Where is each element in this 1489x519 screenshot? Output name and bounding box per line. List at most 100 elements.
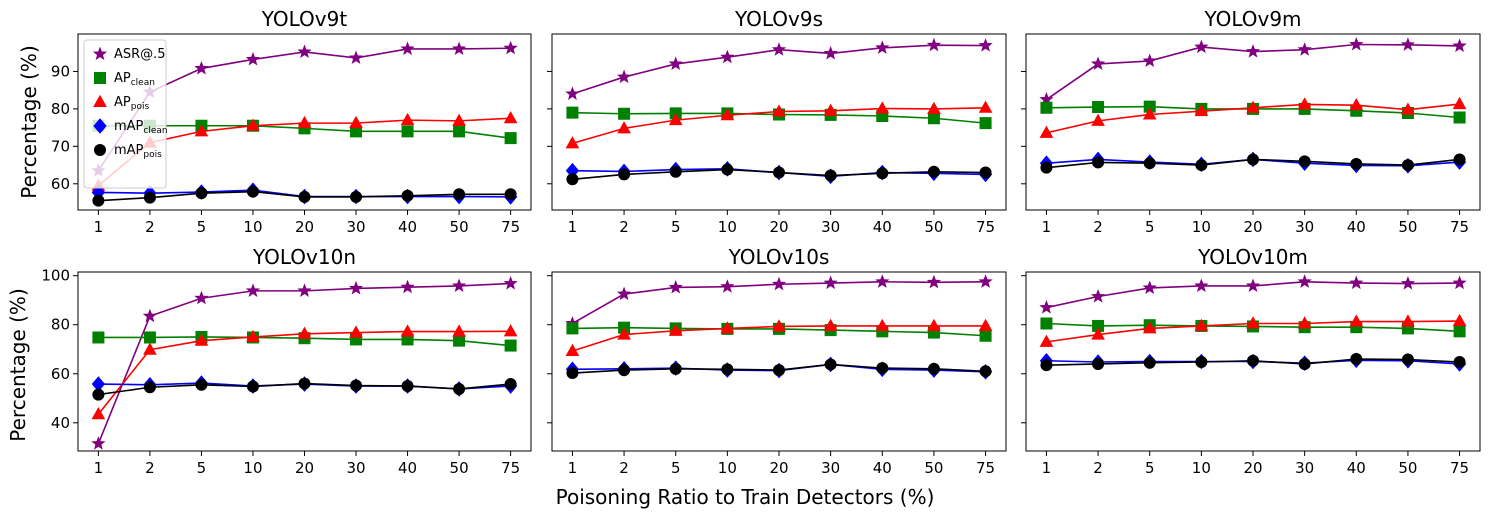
- plot-frame: [77, 33, 532, 211]
- data-point: [875, 101, 890, 114]
- y-tick-label: 60: [51, 365, 70, 383]
- data-point: [1453, 355, 1466, 368]
- data-point: [1194, 103, 1209, 117]
- data-point: [246, 185, 259, 198]
- x-tick-label: 30: [821, 218, 840, 236]
- legend-subscript: pois: [131, 102, 150, 112]
- data-point: [824, 169, 837, 182]
- x-tick-label: 10: [718, 459, 737, 477]
- data-point: [618, 168, 631, 181]
- data-point: [1349, 97, 1364, 111]
- data-point: [1143, 100, 1156, 113]
- series-asr: [565, 37, 993, 100]
- data-point: [979, 329, 992, 342]
- panel-title: YOLOv9s: [734, 7, 823, 31]
- data-point: [1400, 276, 1416, 290]
- data-point: [823, 45, 838, 60]
- data-point: [772, 319, 786, 332]
- data-point: [926, 274, 942, 289]
- data-point: [1401, 314, 1415, 327]
- x-tick-label: 30: [346, 459, 365, 477]
- x-tick-label: 20: [769, 218, 788, 236]
- panel-YOLOv9m: YOLOv9m 1 2 5 10 20 30 40 50 75: [1021, 7, 1481, 236]
- data-point: [721, 163, 734, 176]
- data-point: [194, 124, 209, 137]
- legend-marker: [93, 94, 107, 108]
- data-point: [823, 275, 838, 290]
- y-tick-label: 90: [51, 62, 70, 80]
- data-point: [1194, 39, 1209, 54]
- data-point: [298, 190, 311, 203]
- data-point: [565, 343, 580, 356]
- x-tick-label: 5: [1145, 218, 1155, 236]
- data-point: [1349, 36, 1364, 51]
- x-tick-label: 50: [450, 218, 469, 236]
- data-point: [978, 274, 993, 288]
- x-tick-label: 30: [346, 218, 365, 236]
- x-tick-label: 40: [398, 459, 417, 477]
- data-point: [297, 44, 312, 59]
- data-point: [978, 100, 993, 113]
- data-point: [1092, 357, 1105, 370]
- data-point: [92, 194, 105, 207]
- data-point: [195, 378, 208, 391]
- x-tick-label: 20: [295, 218, 314, 236]
- data-point: [875, 274, 890, 288]
- data-point: [350, 379, 363, 392]
- data-point: [246, 380, 259, 393]
- data-point: [452, 324, 466, 337]
- data-point: [773, 364, 785, 377]
- data-point: [143, 381, 156, 394]
- data-point: [1090, 289, 1106, 303]
- data-point: [246, 118, 260, 131]
- data-point: [401, 380, 414, 393]
- data-point: [1298, 155, 1311, 168]
- data-point: [453, 334, 466, 347]
- data-point: [401, 189, 414, 202]
- data-point: [1092, 156, 1105, 169]
- data-point: [1040, 161, 1053, 174]
- data-point: [927, 101, 941, 114]
- data-point: [1247, 153, 1259, 166]
- data-point: [618, 364, 631, 377]
- data-point: [1090, 56, 1106, 71]
- data-point: [875, 40, 890, 54]
- data-point: [1040, 317, 1053, 330]
- x-tick-label: 10: [1192, 459, 1211, 477]
- data-point: [453, 382, 466, 395]
- data-point: [721, 363, 734, 376]
- series-ap_pois: [91, 324, 518, 420]
- x-tick-label: 2: [619, 218, 629, 236]
- data-point: [978, 38, 993, 52]
- data-point: [91, 407, 106, 420]
- legend-marker: [94, 72, 106, 84]
- data-point: [504, 132, 517, 145]
- data-point: [1091, 113, 1105, 126]
- x-tick-label: 40: [1347, 459, 1366, 477]
- data-point: [1092, 319, 1105, 332]
- series-asr: [1039, 36, 1467, 106]
- x-tick-label: 10: [718, 218, 737, 236]
- data-point: [348, 50, 364, 65]
- x-tick-label: 5: [1145, 459, 1155, 477]
- data-point: [503, 324, 518, 337]
- x-tick-label: 75: [1450, 218, 1469, 236]
- x-tick-label: 1: [1042, 459, 1052, 477]
- data-point: [1143, 157, 1156, 170]
- data-point: [452, 113, 466, 126]
- y-tick-label: 60: [51, 175, 70, 193]
- series-ap_pois: [565, 318, 993, 356]
- y-tick-label: 80: [51, 100, 70, 118]
- data-point: [1452, 96, 1467, 110]
- data-point: [1349, 275, 1364, 290]
- data-point: [503, 40, 518, 55]
- series-asr: [1039, 274, 1467, 314]
- data-point: [400, 279, 415, 294]
- panel-title: YOLOv9t: [261, 7, 348, 31]
- x-tick-label: 20: [769, 459, 788, 477]
- data-point: [720, 108, 735, 121]
- row2-ylabel: Percentage (%): [6, 288, 30, 441]
- series-line: [97, 282, 511, 444]
- data-point: [1452, 275, 1467, 290]
